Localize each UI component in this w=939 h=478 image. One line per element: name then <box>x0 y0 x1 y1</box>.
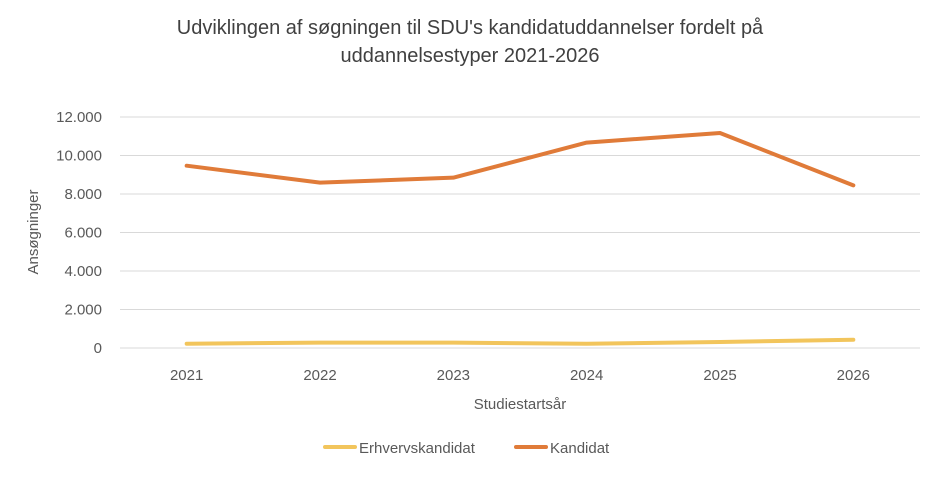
series-line-kandidat <box>187 133 854 185</box>
x-tick-label: 2021 <box>170 367 203 384</box>
x-tick-label: 2022 <box>303 367 336 384</box>
x-tick-label: 2026 <box>837 367 870 384</box>
y-tick-label: 12.000 <box>56 109 102 126</box>
legend-label: Erhvervskandidat <box>359 440 476 457</box>
y-tick-label: 2.000 <box>64 302 102 319</box>
y-tick-label: 4.000 <box>64 263 102 280</box>
series-line-erhvervskandidat <box>187 340 854 344</box>
y-axis-label: Ansøgninger <box>25 189 42 274</box>
y-tick-label: 10.000 <box>56 148 102 165</box>
y-tick-label: 6.000 <box>64 225 102 242</box>
y-tick-label: 0 <box>94 340 102 357</box>
legend: Erhvervskandidat Kandidat <box>325 440 610 457</box>
y-tick-label: 8.000 <box>64 186 102 203</box>
x-tick-label: 2024 <box>570 367 603 384</box>
x-tick-label: 2023 <box>437 367 470 384</box>
x-axis-label: Studiestartsår <box>474 396 567 413</box>
chart-title-line-2: uddannelsestyper 2021-2026 <box>340 45 599 67</box>
x-tick-label: 2025 <box>703 367 736 384</box>
legend-label: Kandidat <box>550 440 610 457</box>
chart-title-line-1: Udviklingen af søgningen til SDU's kandi… <box>177 17 764 39</box>
